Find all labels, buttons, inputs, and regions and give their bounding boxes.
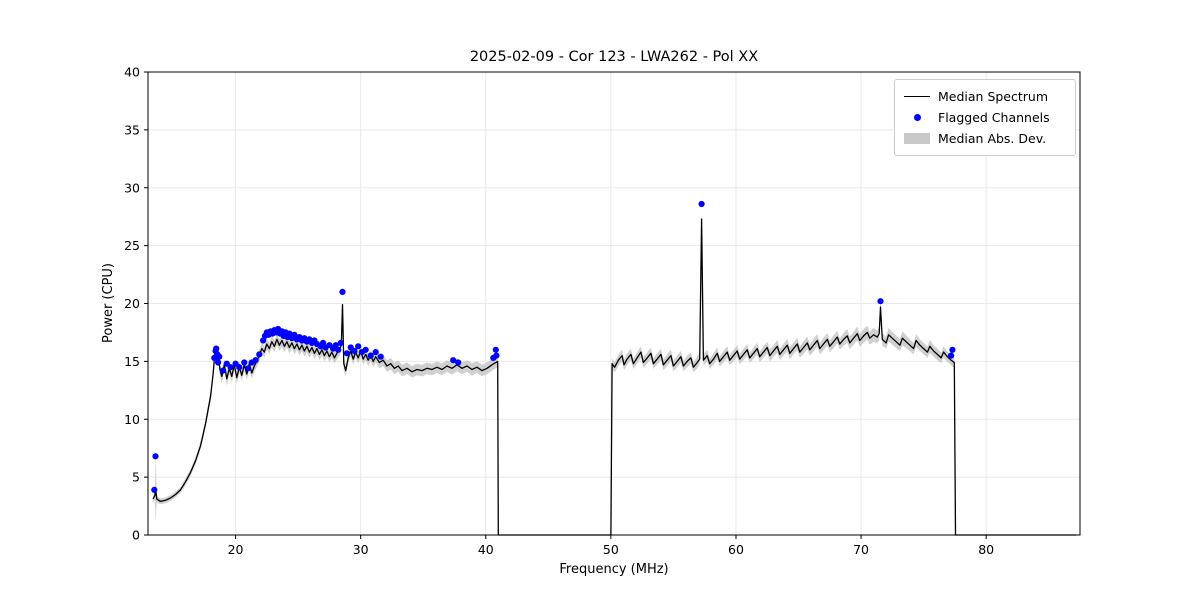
svg-text:25: 25 [124, 238, 140, 253]
svg-text:20: 20 [228, 542, 244, 557]
legend: Median Spectrum Flagged Channels Median … [894, 79, 1076, 156]
svg-text:5: 5 [132, 470, 140, 485]
band-swatch-icon [903, 133, 931, 144]
svg-text:0: 0 [132, 528, 140, 543]
flagged-dot-swatch-icon [903, 114, 931, 121]
y-axis-label: Power (CPU) [101, 263, 116, 343]
legend-item-median-spectrum: Median Spectrum [903, 86, 1067, 107]
svg-text:40: 40 [478, 542, 494, 557]
svg-text:60: 60 [728, 542, 744, 557]
median-line-swatch-icon [903, 96, 931, 97]
legend-item-flagged-channels: Flagged Channels [903, 107, 1067, 128]
svg-text:30: 30 [124, 180, 140, 195]
svg-text:30: 30 [353, 542, 369, 557]
grid-lines [148, 71, 1080, 536]
svg-text:50: 50 [603, 542, 619, 557]
legend-label: Median Abs. Dev. [938, 131, 1047, 146]
svg-text:20: 20 [124, 296, 140, 311]
svg-text:15: 15 [124, 354, 140, 369]
median-abs-dev-band [153, 212, 1077, 535]
legend-label: Flagged Channels [938, 110, 1050, 125]
median-spectrum-line [152, 218, 1077, 536]
svg-text:10: 10 [124, 412, 140, 427]
svg-text:70: 70 [853, 542, 869, 557]
legend-label: Median Spectrum [938, 89, 1049, 104]
chart-title: 2025-02-09 - Cor 123 - LWA262 - Pol XX [470, 49, 758, 65]
flagged-channels-dots [151, 200, 956, 493]
axis-ticks: 20 30 40 50 60 70 80 0 5 10 15 20 25 30 35 40 [124, 65, 994, 558]
svg-text:40: 40 [124, 65, 140, 80]
svg-text:80: 80 [978, 542, 994, 557]
legend-item-median-abs-dev: Median Abs. Dev. [903, 128, 1067, 149]
svg-text:35: 35 [124, 122, 140, 137]
x-axis-label: Frequency (MHz) [559, 562, 668, 577]
